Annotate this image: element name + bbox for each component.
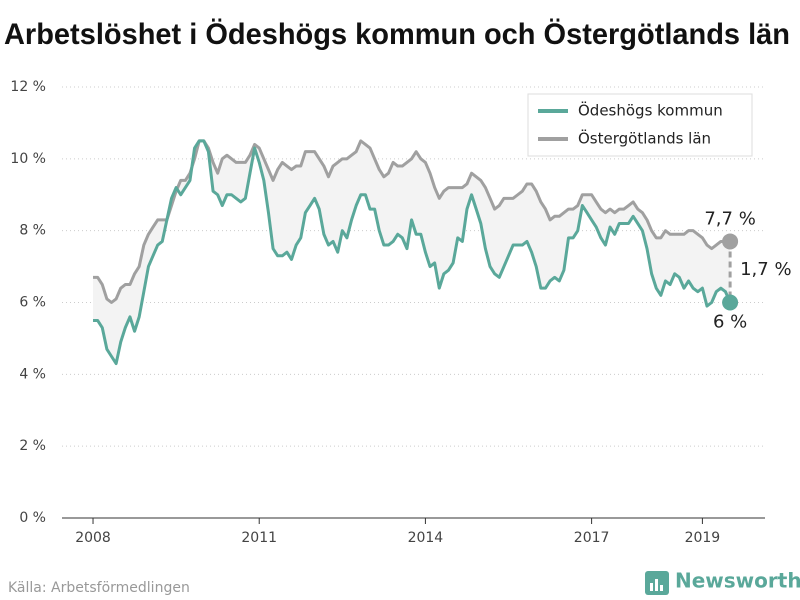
gap-area [93,140,731,364]
y-tick-label: 8 % [19,223,46,239]
brand: Newsworthy [675,569,800,593]
legend-label: Östergötlands län [578,129,711,148]
x-tick-label: 2008 [75,530,111,546]
x-tick-label: 2014 [408,530,444,546]
end-dot [722,294,739,311]
y-tick-label: 4 % [19,366,46,382]
y-tick-label: 0 % [19,510,46,526]
logo-icon [655,579,658,591]
series-line [93,139,732,366]
end-dot [722,233,739,250]
source: Källa: Arbetsförmedlingen [8,580,190,596]
end-label: 7,7 % [704,208,755,229]
logo: Newsworthy [645,569,800,595]
end-label: 6 % [713,312,747,333]
x-tick-label: 2019 [685,530,721,546]
logo-icon [660,585,663,591]
x-tick-label: 2011 [241,530,277,546]
legend-box [527,93,753,157]
y-tick-label: 6 % [19,295,46,311]
logo-icon [650,583,653,591]
y-tick-label: 10 % [10,151,46,167]
gap-label: 1,7 % [740,259,791,280]
y-tick-label: 2 % [19,438,46,454]
x-tick-label: 2017 [574,530,610,546]
legend-label: Ödeshögs kommun [578,101,723,120]
chart-title: Arbetslöshet i Ödeshögs kommun och Öster… [4,18,790,51]
y-tick-label: 12 % [10,79,46,95]
